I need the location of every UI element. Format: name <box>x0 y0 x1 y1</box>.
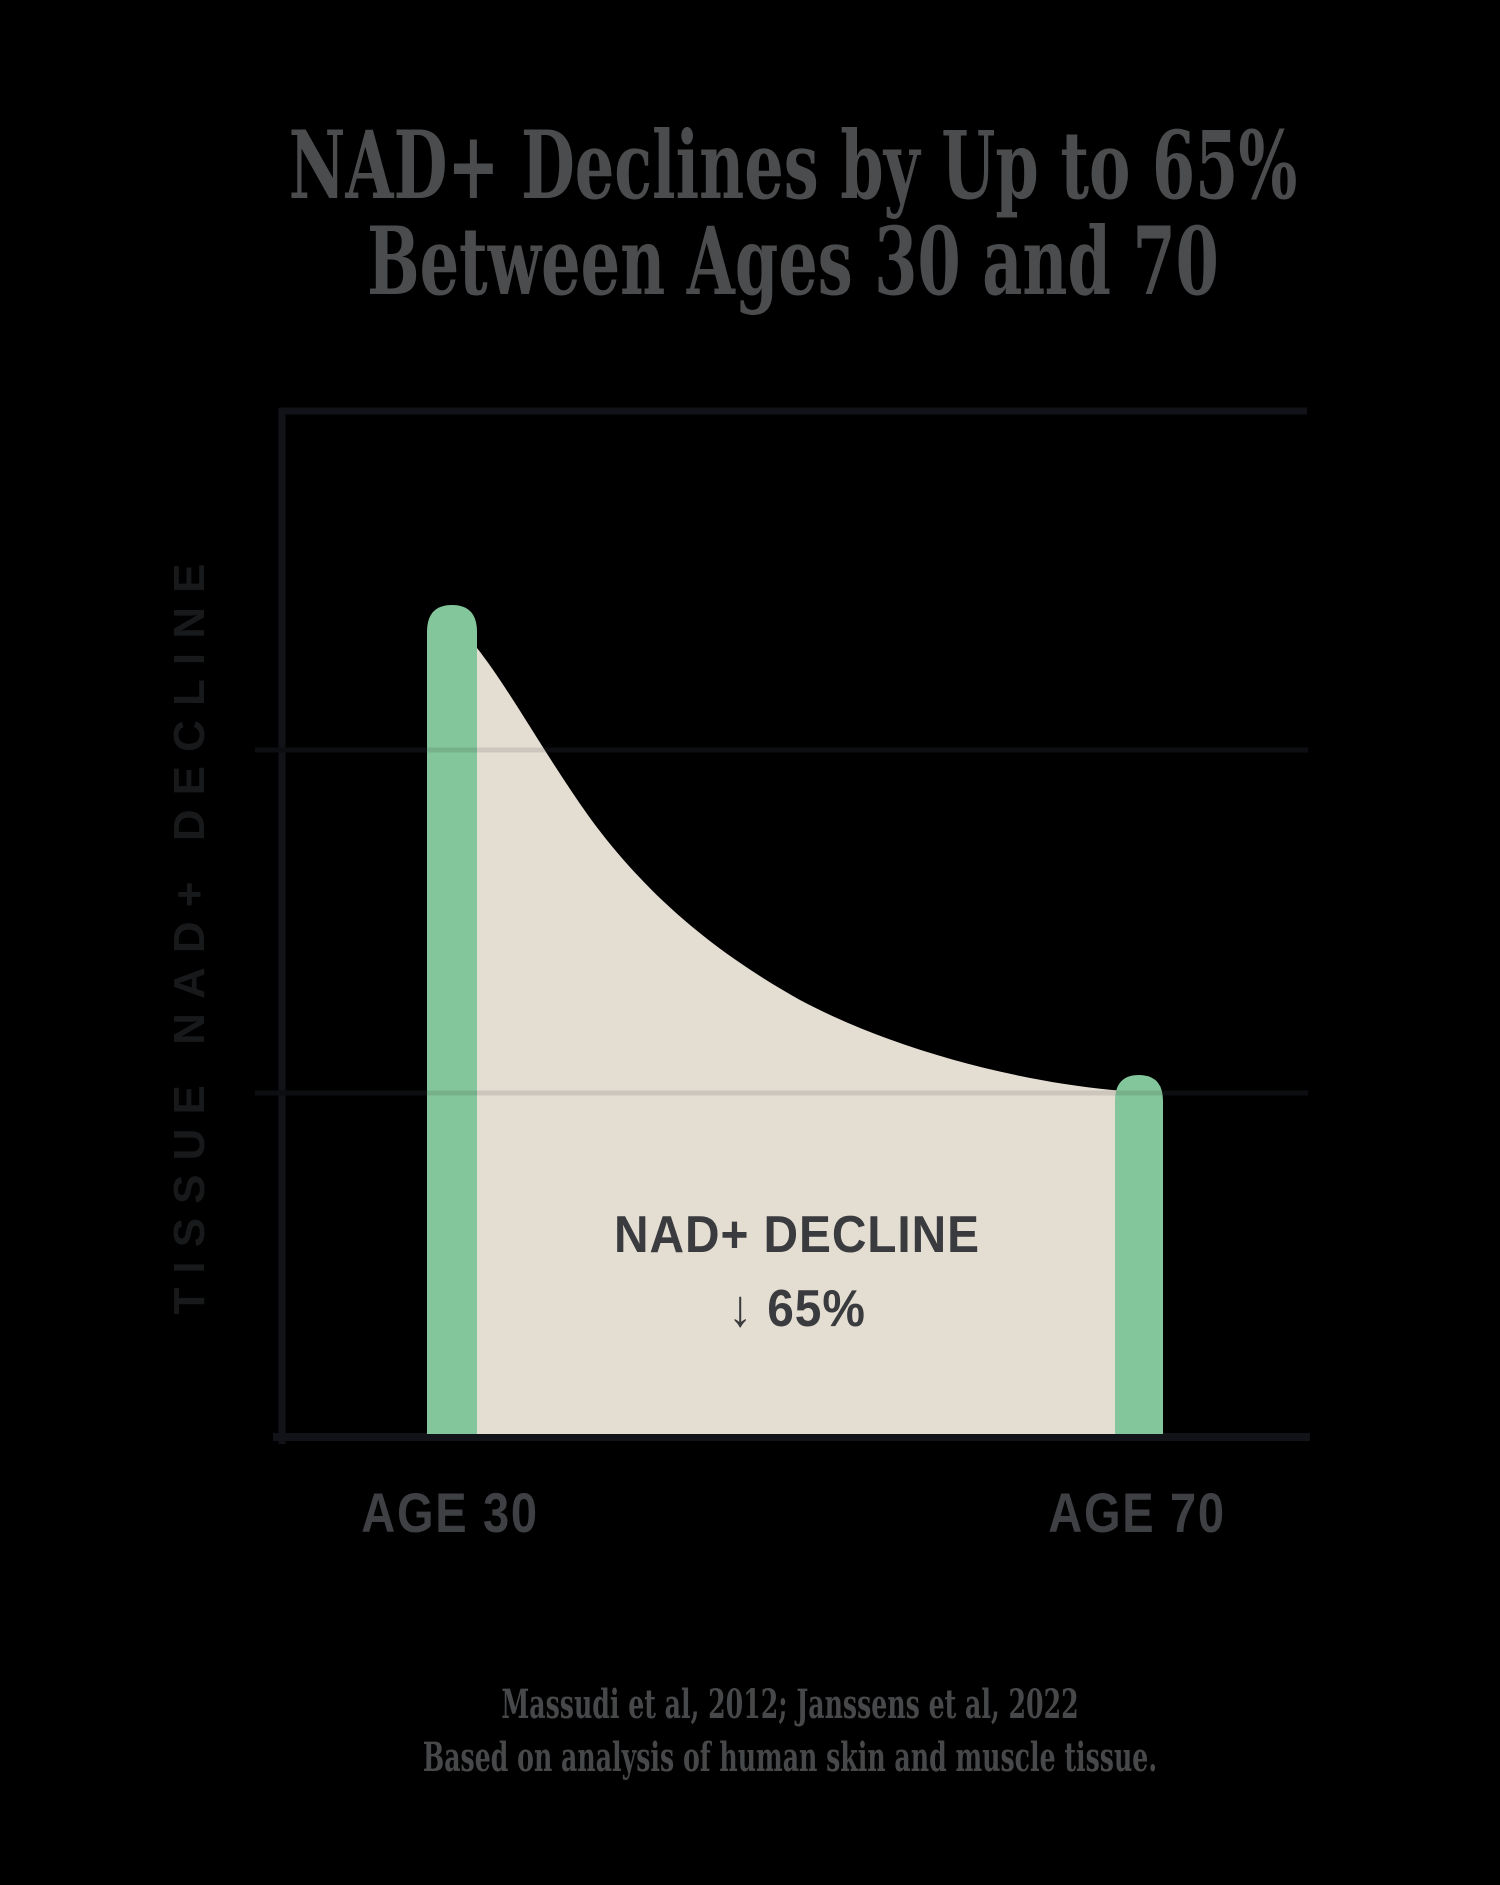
source-description: Based on analysis of human skin and musc… <box>422 1734 1158 1781</box>
area-annotation: NAD+ DECLINE ↓ 65% <box>614 1198 980 1346</box>
annotation-label: NAD+ DECLINE <box>614 1206 980 1264</box>
annotation-value: ↓ 65% <box>728 1280 866 1338</box>
x-axis-label-age-70: AGE 70 <box>1048 1481 1226 1544</box>
chart-title-line2: Between Ages 30 and 70 <box>367 207 1219 317</box>
source-citation: Massudi et al, 2012; Janssens et al, 202… <box>501 1681 1079 1728</box>
age-30-bar <box>427 605 477 1434</box>
age-70-bar <box>1115 1075 1163 1434</box>
source-footnote: Massudi et al, 2012; Janssens et al, 202… <box>423 1678 1157 1784</box>
nad-decline-area <box>455 648 1140 1434</box>
chart-title: NAD+ Declines by Up to 65% Between Ages … <box>289 118 1298 310</box>
chart-title-line1: NAD+ Declines by Up to 65% <box>288 111 1298 221</box>
x-axis-label-age-30: AGE 30 <box>361 1481 539 1544</box>
